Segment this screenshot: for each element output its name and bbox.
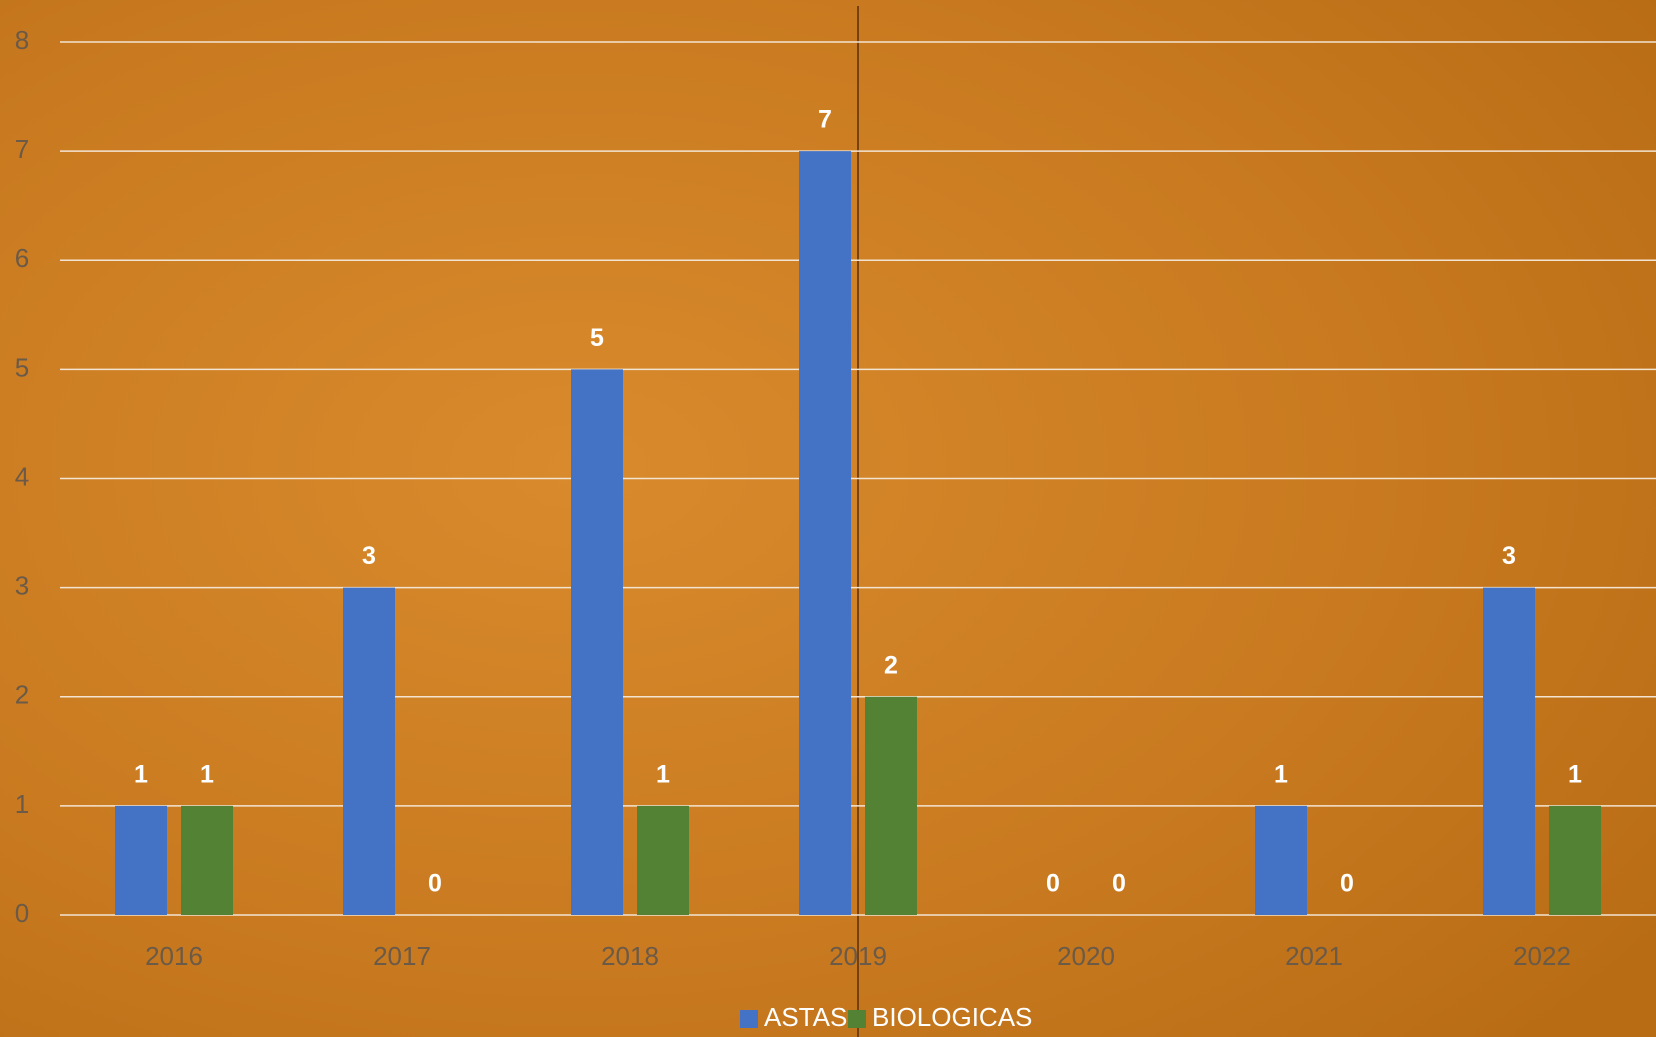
y-tick-label: 5 xyxy=(15,352,29,382)
value-label: 2 xyxy=(884,651,898,679)
value-label: 3 xyxy=(362,542,376,570)
y-tick-label: 6 xyxy=(15,243,29,273)
value-label: 1 xyxy=(1274,760,1288,788)
value-label: 1 xyxy=(1568,760,1582,788)
value-label: 1 xyxy=(134,760,148,788)
bar xyxy=(865,696,917,915)
x-tick-label: 2019 xyxy=(829,941,887,971)
bar xyxy=(571,369,623,915)
y-tick-label: 7 xyxy=(15,134,29,164)
x-tick-label: 2016 xyxy=(145,941,203,971)
x-tick-label: 2020 xyxy=(1057,941,1115,971)
x-tick-label: 2021 xyxy=(1285,941,1343,971)
legend-swatch xyxy=(848,1010,866,1028)
value-label: 0 xyxy=(1046,870,1060,898)
legend-swatch xyxy=(740,1010,758,1028)
y-tick-label: 8 xyxy=(15,25,29,55)
bar xyxy=(637,805,689,915)
bar xyxy=(1255,805,1307,915)
value-label: 7 xyxy=(818,106,832,134)
value-label: 1 xyxy=(200,760,214,788)
y-tick-label: 1 xyxy=(15,789,29,819)
legend-label: BIOLOGICAS xyxy=(872,1002,1032,1032)
y-tick-label: 0 xyxy=(15,898,29,928)
bar xyxy=(799,151,851,915)
legend-label: ASTAS xyxy=(764,1002,847,1032)
value-label: 5 xyxy=(590,324,604,352)
x-tick-label: 2018 xyxy=(601,941,659,971)
y-tick-label: 2 xyxy=(15,680,29,710)
y-tick-label: 4 xyxy=(15,461,29,491)
value-label: 0 xyxy=(1112,870,1126,898)
value-label: 1 xyxy=(656,760,670,788)
value-label: 0 xyxy=(428,870,442,898)
value-label: 3 xyxy=(1502,542,1516,570)
bar xyxy=(181,805,233,915)
bar xyxy=(343,587,395,915)
bar xyxy=(1483,587,1535,915)
value-label: 0 xyxy=(1340,870,1354,898)
x-tick-label: 2017 xyxy=(373,941,431,971)
x-tick-label: 2022 xyxy=(1513,941,1571,971)
bar xyxy=(115,805,167,915)
y-tick-label: 3 xyxy=(15,571,29,601)
bar xyxy=(1549,805,1601,915)
